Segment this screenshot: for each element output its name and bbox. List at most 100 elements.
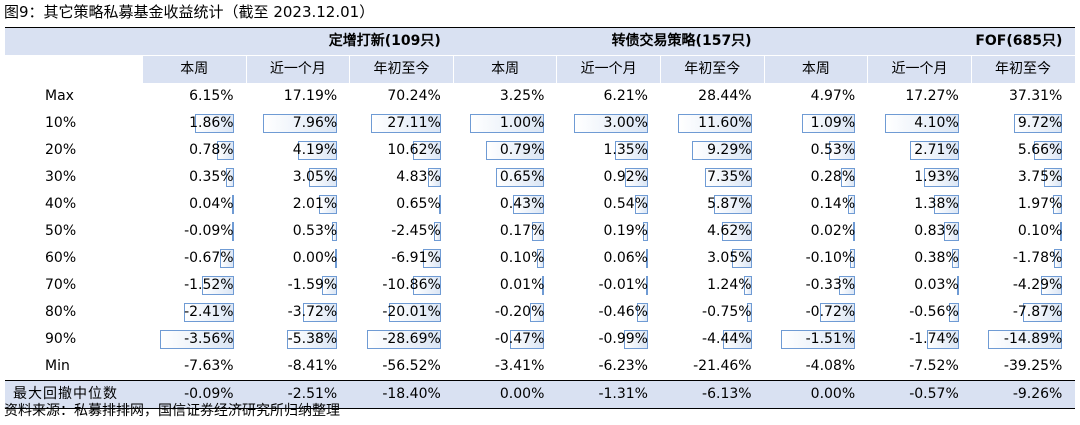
value-cell: 17.27% xyxy=(867,83,971,110)
value-text: 0.28% xyxy=(810,169,856,185)
value-text: -1.74% xyxy=(909,331,959,347)
data-bar xyxy=(645,249,648,268)
value-text: 2.71% xyxy=(914,142,959,158)
value-cell: 4.10% xyxy=(867,110,971,137)
value-cell: -1.51% xyxy=(764,326,868,353)
value-cell: -0.20% xyxy=(453,299,557,326)
value-text: 0.65% xyxy=(396,196,441,212)
value-text: 3.00% xyxy=(603,115,648,131)
value-cell: 9.29% xyxy=(660,137,764,164)
value-text: -2.41% xyxy=(184,304,234,320)
value-text: -5.38% xyxy=(287,331,338,347)
value-cell: 1.86% xyxy=(142,110,246,137)
data-bar xyxy=(927,330,959,349)
value-text: 1.00% xyxy=(499,115,545,131)
value-cell: -0.47% xyxy=(453,326,557,353)
value-cell: -0.56% xyxy=(867,299,971,326)
value-text: 0.53% xyxy=(292,223,338,239)
value-text: -0.72% xyxy=(805,304,856,320)
value-cell: 1.09% xyxy=(764,110,868,137)
data-bar xyxy=(226,168,234,187)
data-bar xyxy=(496,168,545,187)
value-cell: -20.01% xyxy=(349,299,453,326)
value-cell: -0.75% xyxy=(660,299,764,326)
value-cell: 70.24% xyxy=(349,83,453,110)
value-cell: -0.72% xyxy=(764,299,868,326)
period-header: 本周 xyxy=(452,56,557,83)
period-header: 本周 xyxy=(142,56,246,83)
data-bar xyxy=(801,114,856,133)
table-row: 90% -3.56% -5.38% -28.69% -0.47% -0.99% -4.44%… xyxy=(5,326,1075,353)
value-cell: -4.08% xyxy=(764,353,868,380)
value-cell: 7.96% xyxy=(246,110,350,137)
value-cell: 0.92% xyxy=(556,164,660,191)
median-drawdown-value: -1.31% xyxy=(598,386,648,402)
figure-title: 图9：其它策略私募基金收益统计（截至 2023.12.01） xyxy=(4,3,375,21)
value-cell: -0.01% xyxy=(556,272,660,299)
value-text: 9.29% xyxy=(707,142,752,158)
value-cell: 0.78% xyxy=(142,137,246,164)
value-text: 0.38% xyxy=(914,250,959,266)
value-text: -56.52% xyxy=(382,358,441,374)
table-body: Max 6.15% 17.19% 70.24% 3.25% 6.21% 28.44% 4.97… xyxy=(5,83,1075,380)
value-cell: -56.52% xyxy=(349,353,453,380)
value-cell: 3.00% xyxy=(556,110,660,137)
data-bar xyxy=(413,141,441,160)
value-cell: 1.93% xyxy=(867,164,971,191)
value-text: 6.21% xyxy=(603,88,648,104)
data-bar xyxy=(704,168,752,187)
value-text: -0.01% xyxy=(598,277,648,293)
value-text: 17.19% xyxy=(283,88,338,104)
value-text: 1.86% xyxy=(189,115,234,131)
value-cell: -14.89% xyxy=(971,326,1075,353)
data-bar xyxy=(434,222,441,241)
data-bar xyxy=(1023,303,1063,322)
value-text: 70.24% xyxy=(387,88,441,104)
data-bar xyxy=(838,276,856,295)
value-cell: 1.00% xyxy=(453,110,557,137)
row-label: 10% xyxy=(45,115,77,131)
value-cell: 37.31% xyxy=(971,83,1075,110)
data-bar xyxy=(853,222,856,241)
data-bar xyxy=(370,114,441,133)
value-cell: 3.05% xyxy=(660,245,764,272)
data-bar xyxy=(412,276,441,295)
value-cell: 1.24% xyxy=(660,272,764,299)
data-bar xyxy=(509,330,545,349)
value-text: 5.87% xyxy=(707,196,752,212)
data-bar xyxy=(470,114,545,133)
data-bar xyxy=(1053,249,1063,268)
data-bar xyxy=(389,303,441,322)
value-cell: 3.75% xyxy=(971,164,1075,191)
value-cell: -0.46% xyxy=(556,299,660,326)
value-text: 1.97% xyxy=(1017,196,1063,212)
value-text: -6.23% xyxy=(598,358,648,374)
value-cell: 0.65% xyxy=(349,191,453,218)
value-cell: 28.44% xyxy=(660,83,764,110)
data-bar xyxy=(614,141,648,160)
value-text: 4.83% xyxy=(396,169,441,185)
value-cell: 0.01% xyxy=(453,272,557,299)
value-text: -7.52% xyxy=(909,358,959,374)
value-cell: -1.78% xyxy=(971,245,1075,272)
data-bar xyxy=(743,276,752,295)
table-row: 80% -2.41% -3.72% -20.01% -0.20% -0.46% -0.75%… xyxy=(5,299,1075,326)
value-cell: -3.72% xyxy=(246,299,350,326)
value-text: 4.62% xyxy=(707,223,752,239)
value-text: -0.09% xyxy=(184,223,234,239)
data-bar xyxy=(231,222,234,241)
table-row: Min -7.63% -8.41% -56.52% -3.41% -6.23% -21.46… xyxy=(5,353,1075,380)
table-row: 70% -1.52% -1.59% -10.86% 0.01% -0.01% 1.24% -0… xyxy=(5,272,1075,299)
value-cell: -5.38% xyxy=(246,326,350,353)
value-text: 2.01% xyxy=(292,196,338,212)
value-cell: 1.35% xyxy=(556,137,660,164)
value-text: -4.08% xyxy=(805,358,856,374)
value-cell: 3.25% xyxy=(453,83,557,110)
value-cell: 0.65% xyxy=(453,164,557,191)
value-text: -0.99% xyxy=(598,331,648,347)
data-bar xyxy=(318,195,338,214)
data-bar xyxy=(573,114,648,133)
data-bar xyxy=(722,222,752,241)
value-text: 0.10% xyxy=(1017,223,1063,239)
value-cell: -0.33% xyxy=(764,272,868,299)
